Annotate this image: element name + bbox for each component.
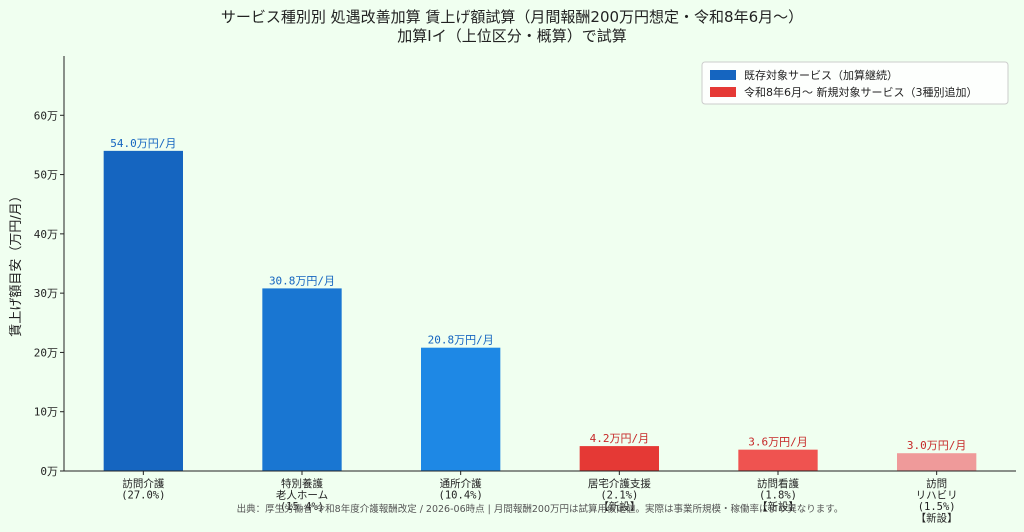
x-tick-label: 居宅介護支援: [588, 477, 651, 490]
legend-swatch: [710, 87, 736, 97]
y-tick-label: 60万: [34, 109, 58, 122]
legend-label: 令和8年6月～ 新規対象サービス（3種別追加）: [744, 85, 978, 99]
bar: [738, 449, 818, 471]
x-tick-label: 通所介護: [440, 477, 482, 490]
legend-swatch: [710, 70, 736, 80]
x-tick-label: 【新設】: [598, 500, 640, 513]
x-tick-label: (27.0%): [121, 490, 165, 502]
data-label: 54.0万円/月: [110, 137, 176, 150]
x-tick-label: (1.5%): [918, 501, 956, 513]
y-axis: 0万 10万 20万 30万 40万 50万 60万: [34, 109, 64, 478]
y-tick-label: 0万: [40, 465, 58, 478]
x-tick-label: (2.1%): [600, 490, 638, 502]
x-tick-label: 特別養護: [281, 477, 323, 490]
bar: [897, 453, 977, 471]
bar: [262, 288, 342, 471]
x-tick-label: (10.4%): [439, 490, 483, 502]
x-tick-label: 【新設】: [757, 500, 799, 513]
axes-frame: [63, 56, 1016, 472]
data-label: 4.2万円/月: [590, 432, 650, 445]
x-tick-label: 訪問介護: [122, 477, 164, 490]
bars: 54.0万円/月 30.8万円/月 20.8万円/月 4.2万円/月 3.6万円/月 3.…: [103, 137, 977, 471]
data-label: 3.6万円/月: [748, 436, 808, 449]
x-tick-label: 訪問看護: [757, 477, 799, 490]
y-axis-label: 賃上げ額目安（万円/月）: [9, 189, 24, 336]
data-label: 20.8万円/月: [428, 334, 494, 347]
legend: 既存対象サービス（加算継続） 令和8年6月～ 新規対象サービス（3種別追加）: [701, 61, 1009, 105]
x-tick-label: リハビリ: [916, 490, 958, 502]
source-note: 出典：厚生労働省 令和8年度介護報酬改定 / 2026-06時点 | 月間報酬2…: [237, 503, 844, 515]
legend-label: 既存対象サービス（加算継続）: [744, 68, 898, 82]
y-tick-label: 30万: [34, 287, 58, 300]
y-tick-label: 40万: [34, 228, 58, 241]
x-tick-label: 【新設】: [916, 512, 958, 525]
x-tick-label: 訪問: [926, 477, 947, 490]
y-tick-label: 10万: [34, 406, 58, 419]
chart-subtitle: 加算Ⅰイ（上位区分・概算）で試算: [397, 27, 626, 45]
y-tick-label: 20万: [34, 346, 58, 359]
chart-title: サービス種別別 処遇改善加算 賃上げ額試算（月間報酬200万円想定・令和8年6月…: [221, 8, 803, 26]
bar: [579, 446, 659, 471]
data-label: 30.8万円/月: [269, 274, 335, 287]
data-label: 3.0万円/月: [907, 439, 967, 452]
x-tick-label: (15.4%): [280, 501, 324, 513]
x-tick-label: (1.8%): [759, 490, 797, 502]
legend-box: [701, 61, 1009, 105]
bar: [421, 347, 501, 471]
x-tick-label: 老人ホーム: [276, 489, 328, 502]
bar: [103, 150, 183, 471]
y-tick-label: 50万: [34, 169, 58, 182]
